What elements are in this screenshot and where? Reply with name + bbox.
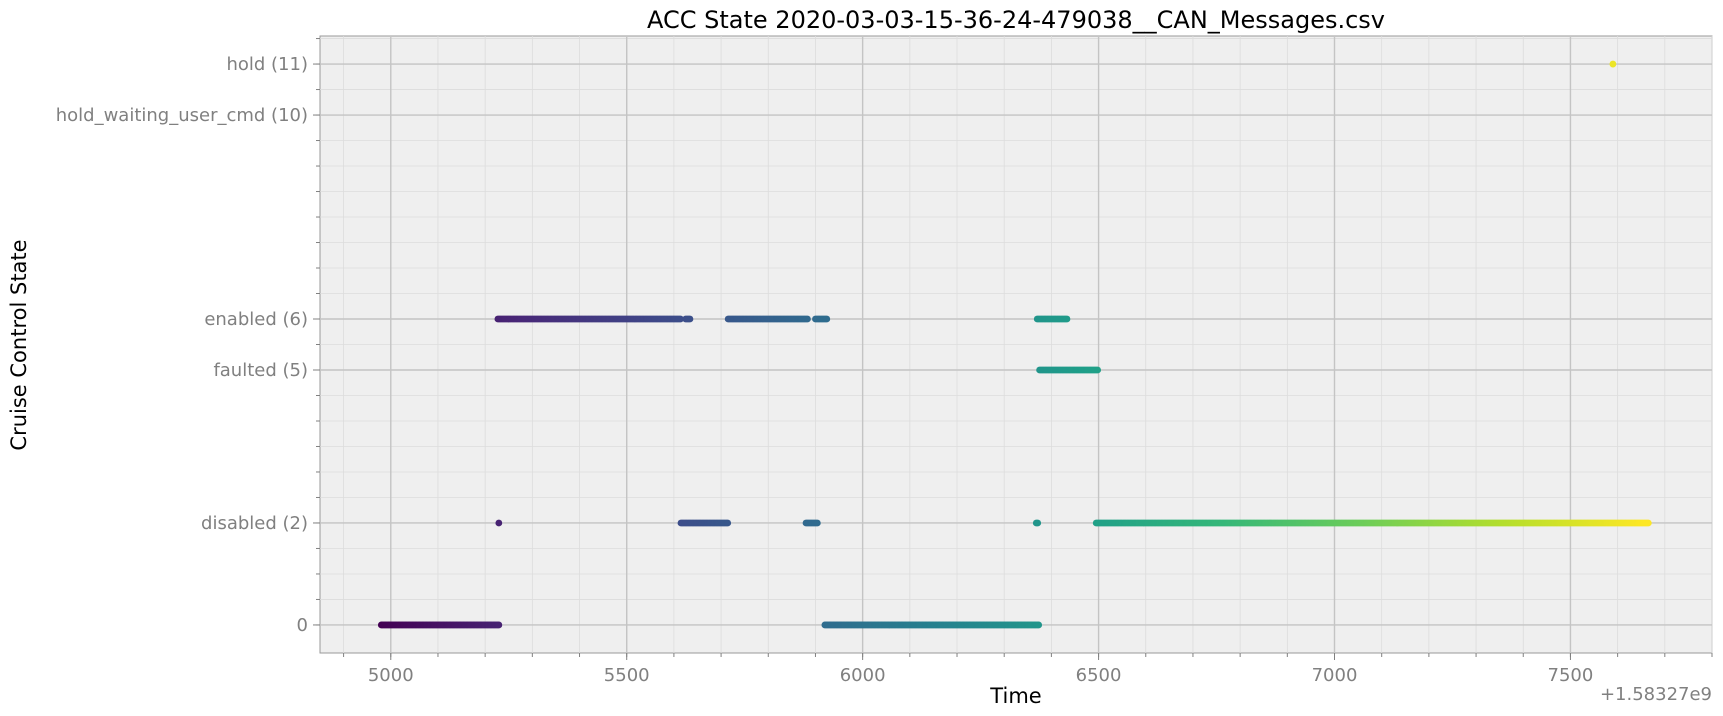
data-point (804, 315, 811, 323)
data-point (724, 519, 732, 527)
y-axis-ticks: 0 disabled (2) faulted (5) enabled (6) hold_… (56, 38, 320, 636)
data-point (1609, 60, 1617, 68)
x-axis-label: Time (989, 684, 1041, 708)
x-tick-label: 6500 (1076, 665, 1122, 686)
chart-title: ACC State 2020-03-03-15-36-24-479038__CA… (647, 6, 1385, 34)
y-axis-label: Cruise Control State (7, 239, 31, 450)
y-tick-label: hold_waiting_user_cmd (10) (56, 105, 308, 126)
x-axis-ticks: 5000 5500 6000 6500 7000 7500 (343, 653, 1713, 686)
data-point (1034, 519, 1042, 527)
x-tick-label: 7000 (1312, 665, 1358, 686)
y-tick-label: enabled (6) (204, 309, 308, 330)
data-point (495, 621, 503, 629)
x-tick-label: 5500 (604, 665, 650, 686)
x-tick-label: 6000 (840, 665, 886, 686)
y-tick-label: hold (11) (226, 54, 308, 75)
data-point (677, 315, 684, 323)
data-point (495, 519, 503, 527)
data-point (823, 315, 831, 323)
data-point (813, 519, 821, 527)
y-tick-label: 0 (297, 615, 308, 636)
data-point (686, 315, 694, 323)
data-point (1063, 315, 1071, 323)
x-tick-label: 5000 (368, 665, 414, 686)
data-point (1035, 621, 1043, 629)
y-tick-label: faulted (5) (213, 360, 308, 381)
data-point (1094, 366, 1102, 374)
x-offset-label: +1.58327e9 (1600, 684, 1712, 705)
y-tick-label: disabled (2) (201, 513, 308, 534)
data-points (377, 60, 1652, 629)
data-point (1644, 519, 1652, 527)
x-tick-label: 7500 (1548, 665, 1594, 686)
